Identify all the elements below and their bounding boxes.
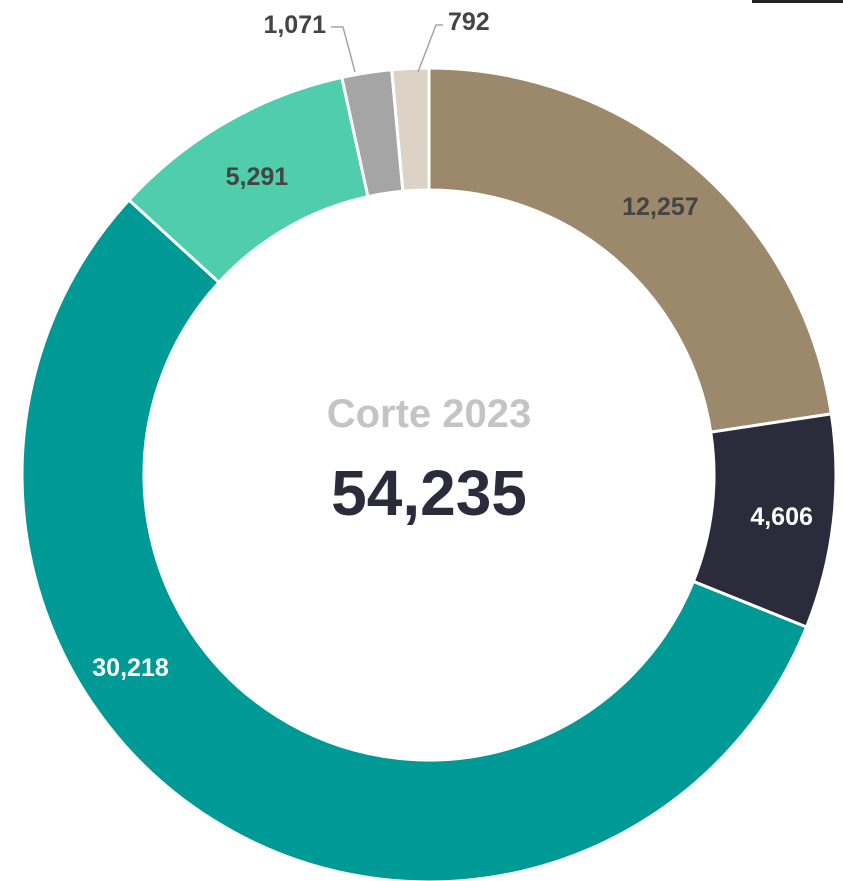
slice-labels: 12,257 4,606 30,218 5,291 1,071 792 bbox=[92, 8, 813, 682]
leader-line bbox=[417, 24, 443, 73]
donut-slices bbox=[20, 66, 838, 881]
donut-slice bbox=[427, 66, 834, 434]
center-total: 54,235 bbox=[331, 457, 527, 529]
slice-label: 1,071 bbox=[263, 11, 326, 39]
slice-label: 5,291 bbox=[226, 163, 289, 191]
slice-label: 30,218 bbox=[92, 654, 169, 682]
slice-label: 12,257 bbox=[622, 193, 698, 221]
donut-slice bbox=[390, 66, 431, 193]
leader-line bbox=[331, 26, 356, 73]
donut-slice bbox=[20, 197, 809, 881]
center-title: Corte 2023 bbox=[327, 392, 532, 436]
top-right-rule bbox=[752, 0, 843, 3]
slice-label: 792 bbox=[448, 8, 490, 36]
slice-label: 4,606 bbox=[750, 503, 813, 531]
